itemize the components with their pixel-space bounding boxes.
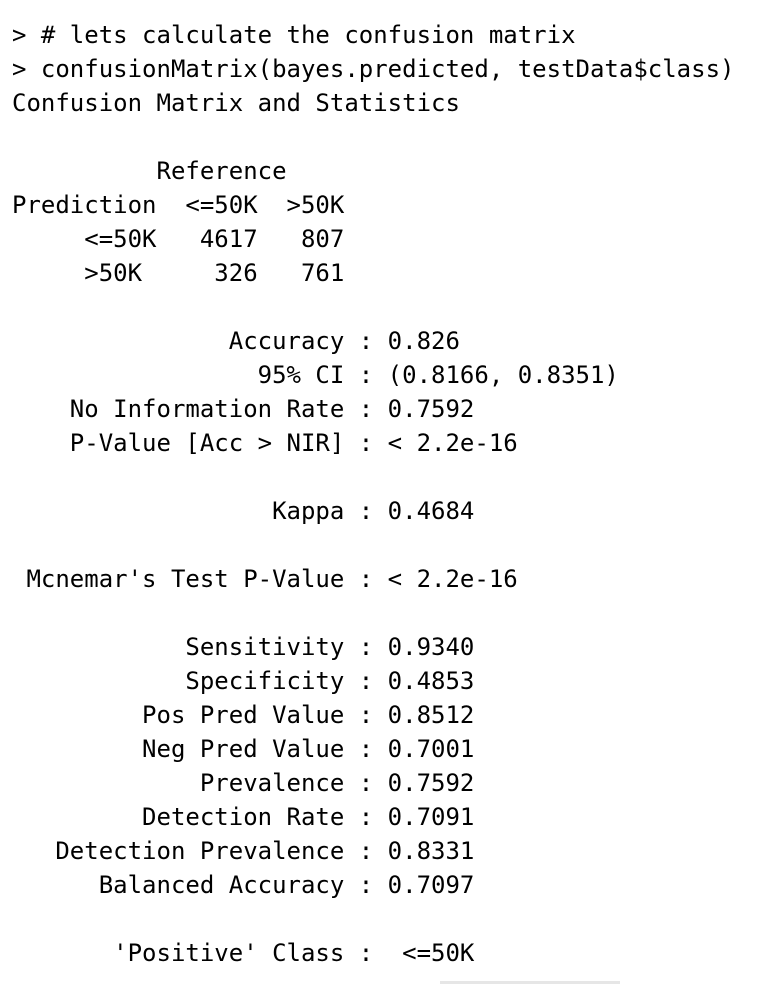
stat-confidence-interval: 95% CI : (0.8166, 0.8351) xyxy=(12,361,619,389)
stat-mcnemar-p-value: Mcnemar's Test P-Value : < 2.2e-16 xyxy=(12,565,518,593)
stat-detection-prevalence: Detection Prevalence : 0.8331 xyxy=(12,837,475,865)
output-title: Confusion Matrix and Statistics xyxy=(12,89,460,117)
stat-positive-class: 'Positive' Class : <=50K xyxy=(12,939,475,967)
stat-prevalence: Prevalence : 0.7592 xyxy=(12,769,475,797)
stat-pos-pred-value: Pos Pred Value : 0.8512 xyxy=(12,701,475,729)
stat-balanced-accuracy: Balanced Accuracy : 0.7097 xyxy=(12,871,475,899)
stat-p-value: P-Value [Acc > NIR] : < 2.2e-16 xyxy=(12,429,518,457)
stat-specificity: Specificity : 0.4853 xyxy=(12,667,475,695)
stat-sensitivity: Sensitivity : 0.9340 xyxy=(12,633,475,661)
blank-line xyxy=(12,528,760,562)
console-command-comment: > # lets calculate the confusion matrix xyxy=(12,21,576,49)
stat-no-information-rate: No Information Rate : 0.7592 xyxy=(12,395,475,423)
blank-line xyxy=(12,120,760,154)
stat-accuracy: Accuracy : 0.826 xyxy=(12,327,460,355)
blank-line xyxy=(12,460,760,494)
matrix-column-header: Prediction <=50K >50K xyxy=(12,191,345,219)
blank-line xyxy=(12,596,760,630)
stat-detection-rate: Detection Rate : 0.7091 xyxy=(12,803,475,831)
horizontal-scrollbar[interactable] xyxy=(440,981,620,984)
matrix-row: >50K 326 761 xyxy=(12,259,345,287)
console-command-call: > confusionMatrix(bayes.predicted, testD… xyxy=(12,55,735,83)
stat-neg-pred-value: Neg Pred Value : 0.7001 xyxy=(12,735,475,763)
stat-kappa: Kappa : 0.4684 xyxy=(12,497,475,525)
blank-line xyxy=(12,290,760,324)
blank-line xyxy=(12,902,760,936)
r-console-output: > # lets calculate the confusion matrix … xyxy=(12,18,760,970)
matrix-reference-header: Reference xyxy=(12,157,287,185)
matrix-row: <=50K 4617 807 xyxy=(12,225,345,253)
